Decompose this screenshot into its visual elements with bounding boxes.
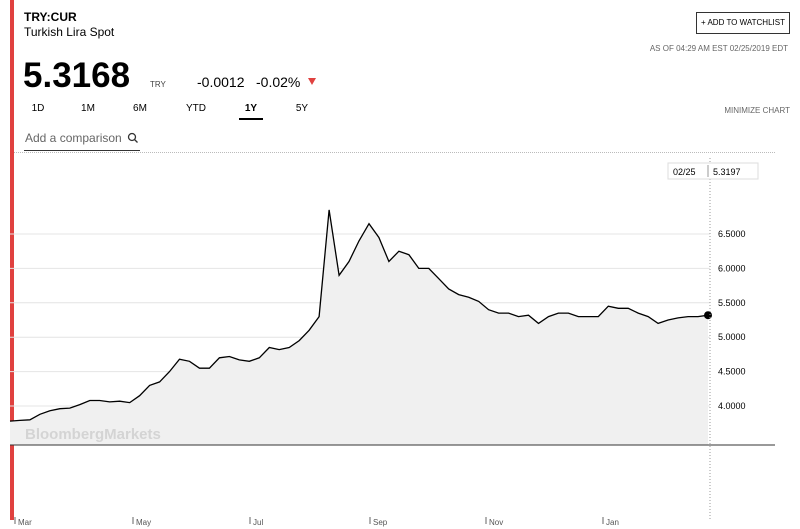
x-tick-label: Sep <box>373 518 388 527</box>
y-tick-label: 4.0000 <box>718 401 746 411</box>
x-tick-label: May <box>136 518 151 527</box>
ticker: TRY:CUR <box>24 10 77 24</box>
y-tick-label: 5.5000 <box>718 298 746 308</box>
last-date: 02/25 <box>673 167 696 177</box>
range-tab[interactable]: 6M <box>133 103 147 114</box>
watermark: BloombergMarkets <box>25 426 161 443</box>
input-underline <box>24 150 140 151</box>
y-tick-label: 4.5000 <box>718 367 746 377</box>
range-tab[interactable]: YTD <box>186 103 206 114</box>
x-tick-label: Mar <box>18 518 32 527</box>
accent-bar <box>10 0 14 520</box>
minimize-chart[interactable]: MINIMIZE CHART <box>724 106 790 115</box>
x-tick-label: Jan <box>606 518 619 527</box>
change: -0.0012 <box>197 74 245 90</box>
watchlist-button[interactable]: + ADD TO WATCHLIST <box>696 12 790 34</box>
separator <box>14 152 775 153</box>
last-box <box>667 162 759 180</box>
last-point <box>704 311 712 320</box>
x-tick-label: Jul <box>253 518 263 527</box>
currency: TRY <box>150 80 166 89</box>
range-tab[interactable]: 1M <box>81 103 95 114</box>
price-line <box>9 209 709 422</box>
y-tick-label: 5.0000 <box>718 332 746 342</box>
comparison-input[interactable]: Add a comparison <box>25 131 122 145</box>
area <box>10 209 708 445</box>
price: 5.3168 <box>23 56 131 95</box>
range-tab[interactable]: 5Y <box>295 103 309 114</box>
name: Turkish Lira Spot <box>24 25 115 39</box>
x-tick-label: Nov <box>489 518 503 527</box>
down-arrow <box>308 78 316 85</box>
y-tick-label: 6.5000 <box>718 229 746 239</box>
range-tab[interactable]: 1Y <box>239 103 263 120</box>
change-pct: -0.02% <box>256 74 301 90</box>
range-tab[interactable]: 1D <box>31 103 45 114</box>
as-of: AS OF 04:29 AM EST 02/25/2019 EDT <box>649 44 788 53</box>
last-value: 5.3197 <box>713 167 741 177</box>
y-tick-label: 6.0000 <box>718 263 746 273</box>
search-icon <box>127 132 138 143</box>
